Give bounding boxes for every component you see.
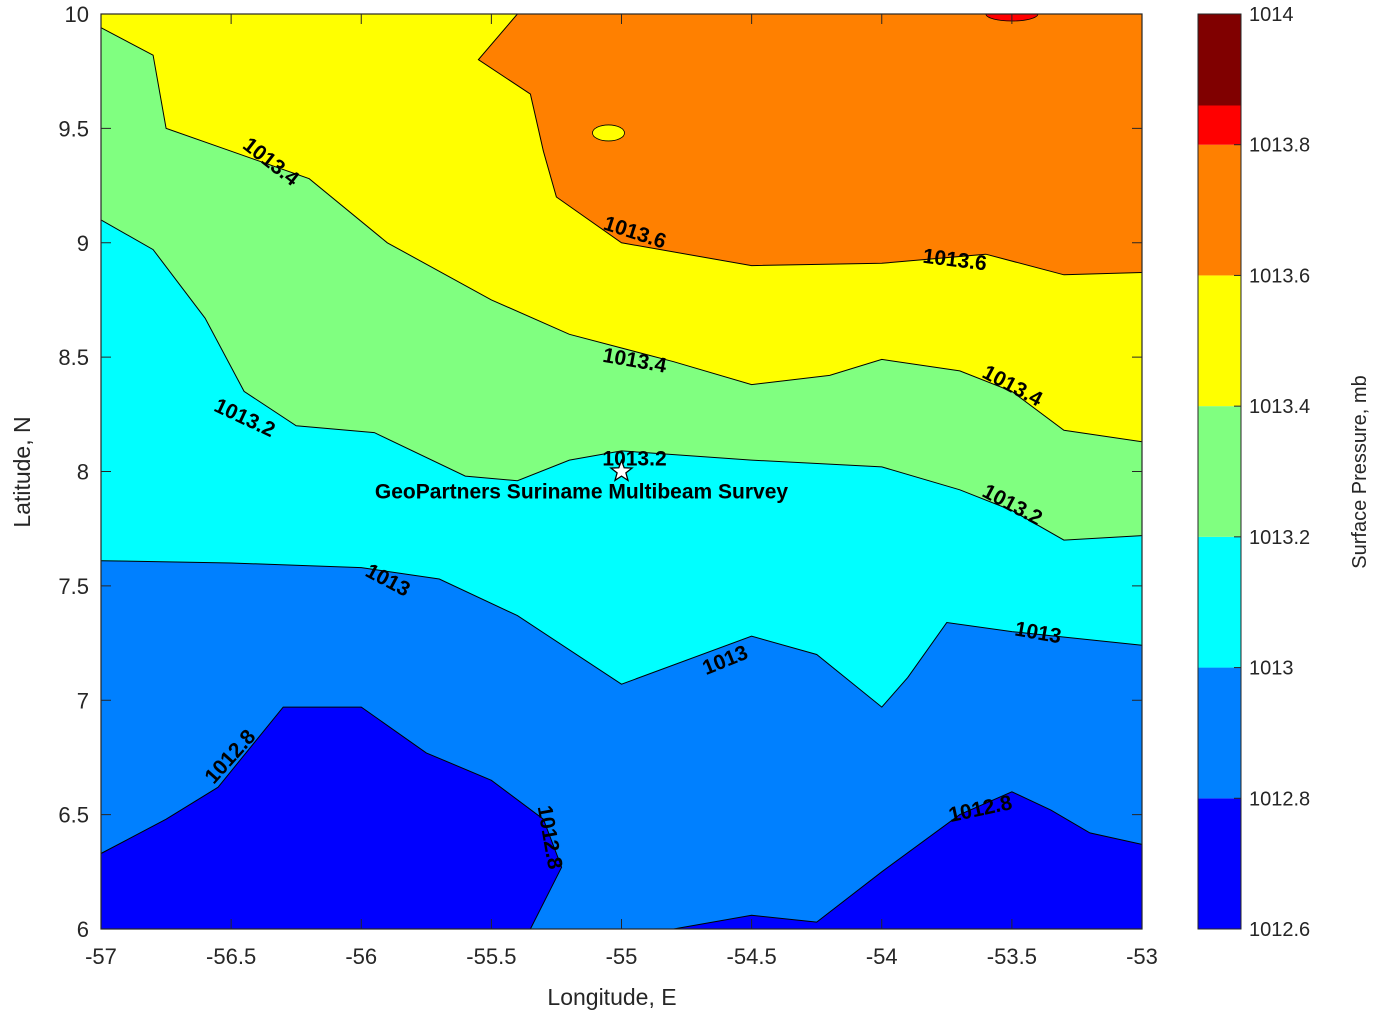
colorbar: 1012.6 1012.8 1013 1013.2 1013.4 1013.6 1013.8…	[1197, 4, 1310, 941]
y-tick-label: 8	[77, 460, 89, 485]
contour-line-1012.8-0	[101, 706, 563, 929]
colorbar-label: Surface Pressure, mb	[1349, 375, 1371, 568]
contour-label: 1013.2	[602, 448, 666, 471]
x-tick-label: -54.5	[727, 944, 777, 969]
contour-line-1013.4-4	[101, 27, 1142, 443]
x-tick-label: -53.5	[987, 944, 1037, 969]
x-tick-label: -53	[1126, 944, 1158, 969]
contour-line-1013.2-3	[101, 219, 1142, 541]
y-tick-label: 6	[77, 917, 89, 942]
y-tick-label: 7	[77, 688, 89, 713]
star-marker-icon	[609, 458, 634, 482]
contour-lines	[101, 14, 1142, 929]
y-tick-label: 9	[77, 231, 89, 256]
y-tick-label: 7.5	[58, 574, 89, 599]
y-tick-label: 9.5	[58, 116, 89, 141]
y-axis-label: Latitude, N	[9, 416, 35, 527]
colorbar-tick-label: 1013.8	[1249, 135, 1310, 157]
fill-island-1013.4	[592, 124, 625, 142]
y-tick-label: 10	[65, 2, 89, 27]
x-tick-label: -54	[866, 944, 898, 969]
contour-fills	[101, 14, 1142, 929]
colorbar-tick-label: 1013.2	[1249, 527, 1310, 549]
y-axis-ticks: 6 6.5 7 7.5 8 8.5 9 9.5 10	[58, 2, 1142, 942]
x-tick-label: -55.5	[466, 944, 516, 969]
colorbar-tick-label: 1013.4	[1249, 396, 1310, 418]
colorbar-swatch	[1198, 667, 1241, 799]
fill-pocket-east	[673, 791, 1142, 929]
contour-line-1013-2	[101, 560, 1142, 708]
fill-pocket-west	[101, 707, 562, 929]
colorbar-swatch	[1198, 536, 1241, 668]
colorbar-swatch	[1198, 798, 1241, 929]
x-tick-label: -56	[345, 944, 377, 969]
colorbar-swatch	[1198, 144, 1241, 276]
colorbar-frame	[1197, 13, 1242, 930]
colorbar-tick-label: 1012.8	[1249, 788, 1310, 810]
contour-line-1013.6-5	[477, 14, 1142, 276]
contour-line-1012.8-1	[673, 791, 1142, 929]
survey-label: GeoPartners Suriname Multibeam Survey	[375, 481, 788, 504]
colorbar-swatch	[1198, 275, 1241, 407]
colorbar-tick-label: 1013	[1249, 658, 1294, 680]
x-tick-label: -57	[85, 944, 117, 969]
survey-markers: GeoPartners Suriname Multibeam Survey	[375, 458, 788, 504]
colorbar-tick-label: 1012.6	[1249, 919, 1310, 941]
x-tick-label: -56.5	[206, 944, 256, 969]
colorbar-tick-label: 1013.6	[1249, 265, 1310, 287]
x-tick-label: -55	[606, 944, 638, 969]
y-tick-label: 6.5	[58, 803, 89, 828]
colorbar-tick-label: 1014	[1249, 4, 1294, 26]
x-axis-ticks: -57 -56.5 -56 -55.5 -55 -54.5 -54 -53.5 -53	[85, 14, 1158, 969]
y-tick-label: 8.5	[58, 345, 89, 370]
colorbar-swatch-top	[1198, 14, 1241, 106]
x-axis-label: Longitude, E	[547, 984, 676, 1010]
fill-band-1013.6	[478, 14, 1142, 275]
colorbar-swatch	[1198, 406, 1241, 537]
